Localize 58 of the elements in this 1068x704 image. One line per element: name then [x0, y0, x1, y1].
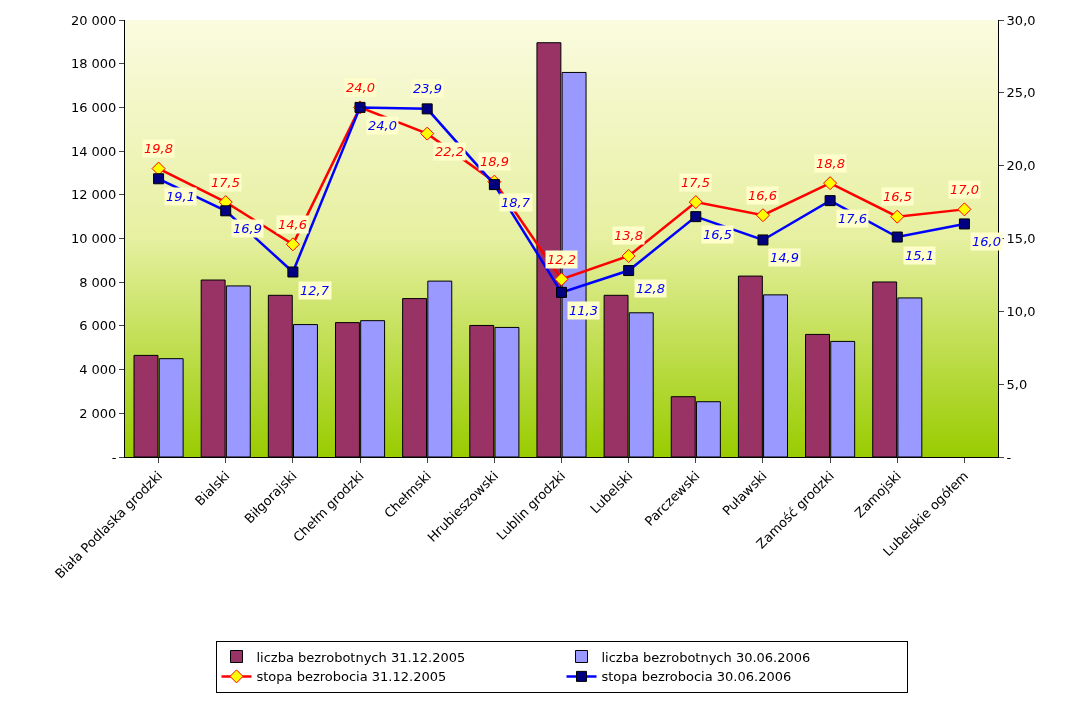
- data-label: 14,6: [278, 217, 307, 232]
- data-label: 16,5: [703, 227, 732, 242]
- y-tick-label: 8 000: [79, 274, 117, 290]
- y2-tick-label: 15,0: [1006, 231, 1036, 247]
- y-tick-label: 18 000: [70, 56, 117, 72]
- y2-tick-label: 20,0: [1006, 158, 1036, 174]
- y-tick-label: 10 000: [70, 231, 117, 247]
- data-label: 18,8: [816, 156, 845, 171]
- legend-label: stopa bezrobocia 30.06.2006: [601, 669, 792, 685]
- y2-tick-label: -: [1006, 449, 1012, 465]
- point: [621, 248, 636, 263]
- legend-label: liczba bezrobotnych 31.12.2005: [256, 649, 466, 665]
- data-label: 16,5: [883, 189, 912, 204]
- point: [151, 161, 166, 176]
- point: [957, 202, 972, 217]
- point: [823, 176, 838, 191]
- data-label: 12,2: [547, 252, 576, 267]
- data-label: 12,8: [636, 281, 665, 296]
- data-label: 18,9: [480, 154, 509, 169]
- data-label: 17,0: [950, 182, 979, 197]
- data-label: 13,8: [614, 228, 643, 243]
- y2-tick-label: 10,0: [1006, 303, 1036, 319]
- y-tick-label: 16 000: [70, 99, 117, 115]
- point: [285, 237, 300, 252]
- data-label: 19,1: [166, 189, 195, 204]
- data-label: 19,8: [144, 141, 173, 156]
- y2-tick-label: 5,0: [1006, 376, 1028, 392]
- data-label: 16,0: [972, 234, 1001, 249]
- data-label: 17,5: [681, 175, 710, 190]
- data-label: 17,5: [211, 175, 240, 190]
- legend-label: liczba bezrobotnych 30.06.2006: [601, 649, 811, 665]
- data-label: 11,3: [569, 303, 598, 318]
- data-label: 24,0: [346, 80, 375, 95]
- data-label: 15,1: [905, 248, 934, 263]
- y-tick-label: 14 000: [70, 143, 117, 159]
- y2-tick-label: 25,0: [1006, 85, 1036, 101]
- point: [755, 208, 770, 223]
- y-tick-label: 20 000: [70, 12, 117, 28]
- data-label: 22,2: [435, 144, 464, 159]
- data-label: 17,6: [838, 211, 867, 226]
- point: [890, 209, 905, 224]
- data-label: 24,0: [368, 118, 397, 133]
- data-label: 18,7: [501, 195, 531, 210]
- y-tick-label: 4 000: [79, 362, 117, 378]
- y-tick-label: -: [111, 449, 117, 465]
- y-tick-label: 12 000: [70, 187, 117, 203]
- data-label: 12,7: [300, 283, 330, 298]
- data-label: 23,9: [413, 81, 442, 96]
- legend-label: stopa bezrobocia 31.12.2005: [256, 669, 447, 685]
- point: [688, 195, 703, 210]
- point: [420, 126, 435, 141]
- point: [554, 272, 569, 287]
- y2-tick-label: 30,0: [1006, 12, 1036, 28]
- data-label: 16,6: [748, 188, 777, 203]
- y-tick-label: 2 000: [79, 405, 117, 421]
- data-label: 16,9: [233, 221, 262, 236]
- y-tick-label: 6 000: [79, 318, 117, 334]
- data-label: 14,9: [770, 250, 799, 265]
